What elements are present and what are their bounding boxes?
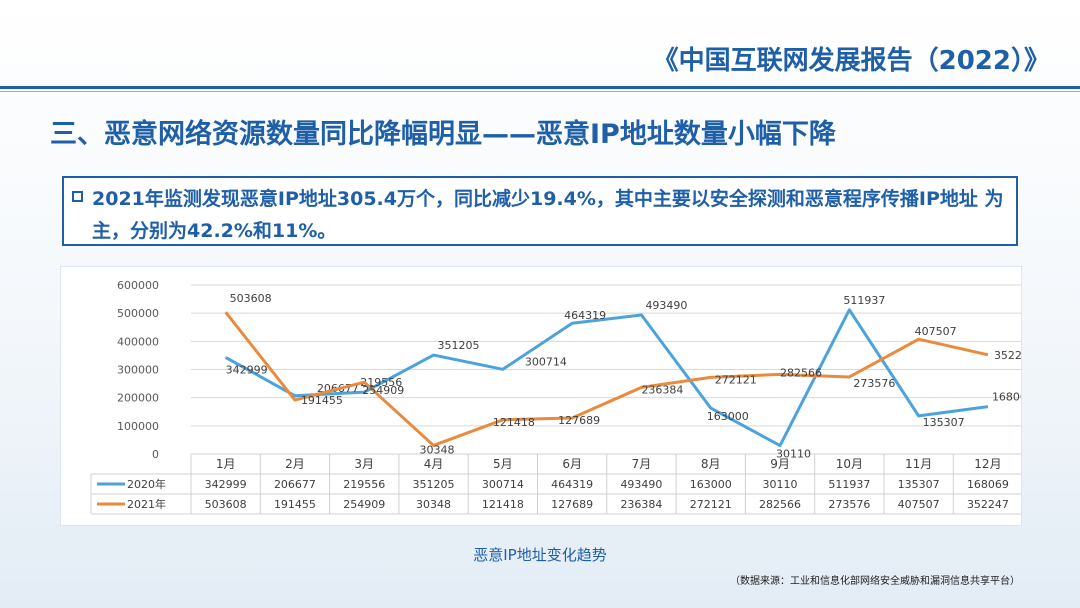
data-label: 464319 xyxy=(564,309,606,322)
data-label: 503608 xyxy=(230,292,272,305)
table-cell: 121418 xyxy=(482,498,524,511)
section-heading: 三、恶意网络资源数量同比降幅明显——恶意IP地址数量小幅下降 xyxy=(50,119,836,150)
data-label: 30110 xyxy=(776,448,811,461)
table-cell: 168069 xyxy=(967,478,1009,491)
x-tick-label: 1月 xyxy=(216,457,236,471)
x-tick-label: 9月 xyxy=(770,457,790,471)
data-label: 254909 xyxy=(362,384,404,397)
table-cell: 135307 xyxy=(898,478,940,491)
table-cell: 30110 xyxy=(763,478,798,491)
table-cell: 191455 xyxy=(274,498,316,511)
table-cell: 236384 xyxy=(620,498,662,511)
report-title: 《中国互联网发展报告（2022）》 xyxy=(652,46,1050,76)
data-label: 163000 xyxy=(707,410,749,423)
table-cell: 127689 xyxy=(551,498,593,511)
table-cell: 464319 xyxy=(551,478,593,491)
header-rule-thin xyxy=(0,91,1080,92)
y-tick-label: 0 xyxy=(152,448,159,461)
data-label: 352247 xyxy=(994,349,1021,362)
table-cell: 493490 xyxy=(620,478,662,491)
data-label: 121418 xyxy=(493,416,535,429)
y-tick-label: 600000 xyxy=(117,279,159,292)
x-tick-label: 2月 xyxy=(285,457,305,471)
table-cell: 219556 xyxy=(343,478,385,491)
x-tick-label: 5月 xyxy=(493,457,513,471)
table-cell: 503608 xyxy=(205,498,247,511)
y-tick-label: 300000 xyxy=(117,364,159,377)
table-cell: 352247 xyxy=(967,498,1009,511)
data-label: 236384 xyxy=(641,383,683,396)
data-label: 272121 xyxy=(715,373,757,386)
table-cell: 342999 xyxy=(205,478,247,491)
table-cell: 163000 xyxy=(690,478,732,491)
data-label: 127689 xyxy=(558,414,600,427)
data-label: 407507 xyxy=(915,325,957,338)
table-cell: 351205 xyxy=(413,478,455,491)
data-label: 300714 xyxy=(525,355,567,368)
x-tick-label: 6月 xyxy=(562,457,582,471)
bullet-square-icon xyxy=(72,191,83,202)
summary-box: 2021年监测发现恶意IP地址305.4万个，同比减少19.4%，其中主要以安全… xyxy=(62,176,1018,246)
header-rule xyxy=(0,86,1080,89)
x-tick-label: 8月 xyxy=(701,457,721,471)
y-tick-label: 500000 xyxy=(117,307,159,320)
data-label: 219556 xyxy=(360,376,402,389)
data-label: 351205 xyxy=(438,339,480,352)
x-tick-label: 7月 xyxy=(632,457,652,471)
data-label: 511937 xyxy=(843,294,885,307)
table-cell: 206677 xyxy=(274,478,316,491)
table-cell: 511937 xyxy=(828,478,870,491)
source-note: （数据来源：工业和信息化部网络安全威胁和漏洞信息共享平台） xyxy=(730,576,1020,587)
table-cell: 30348 xyxy=(416,498,451,511)
x-tick-label: 10月 xyxy=(836,457,863,471)
data-label: 191455 xyxy=(301,394,343,407)
data-label: 493490 xyxy=(645,299,687,312)
x-tick-label: 3月 xyxy=(354,457,374,471)
series-line-2021年 xyxy=(224,311,989,447)
chart-caption: 恶意IP地址变化趋势 xyxy=(473,546,607,564)
x-tick-label: 12月 xyxy=(974,457,1001,471)
y-tick-label: 100000 xyxy=(117,420,159,433)
data-label: 135307 xyxy=(923,416,965,429)
x-tick-label: 11月 xyxy=(905,457,932,471)
table-cell: 254909 xyxy=(343,498,385,511)
table-cell: 272121 xyxy=(690,498,732,511)
data-label: 273576 xyxy=(853,377,895,390)
x-tick-label: 4月 xyxy=(424,457,444,471)
summary-text: 2021年监测发现恶意IP地址305.4万个，同比减少19.4%，其中主要以安全… xyxy=(92,188,1004,242)
legend-label: 2021年 xyxy=(127,497,166,511)
y-tick-label: 400000 xyxy=(117,335,159,348)
table-cell: 273576 xyxy=(828,498,870,511)
table-cell: 282566 xyxy=(759,498,801,511)
series-line-2020年 xyxy=(224,308,989,448)
chart-panel: 0 100000 200000 300000 400000 500000 600000 1月 2… xyxy=(60,266,1022,526)
data-label: 282566 xyxy=(780,366,822,379)
data-label: 342999 xyxy=(226,363,268,376)
table-cell: 407507 xyxy=(898,498,940,511)
data-label: 30348 xyxy=(420,443,455,456)
legend-label: 2020年 xyxy=(127,477,166,491)
line-chart: 0 100000 200000 300000 400000 500000 600000 1月 2… xyxy=(90,279,1021,515)
data-label: 168069 xyxy=(992,391,1021,404)
table-cell: 300714 xyxy=(482,478,524,491)
y-tick-label: 200000 xyxy=(117,392,159,405)
